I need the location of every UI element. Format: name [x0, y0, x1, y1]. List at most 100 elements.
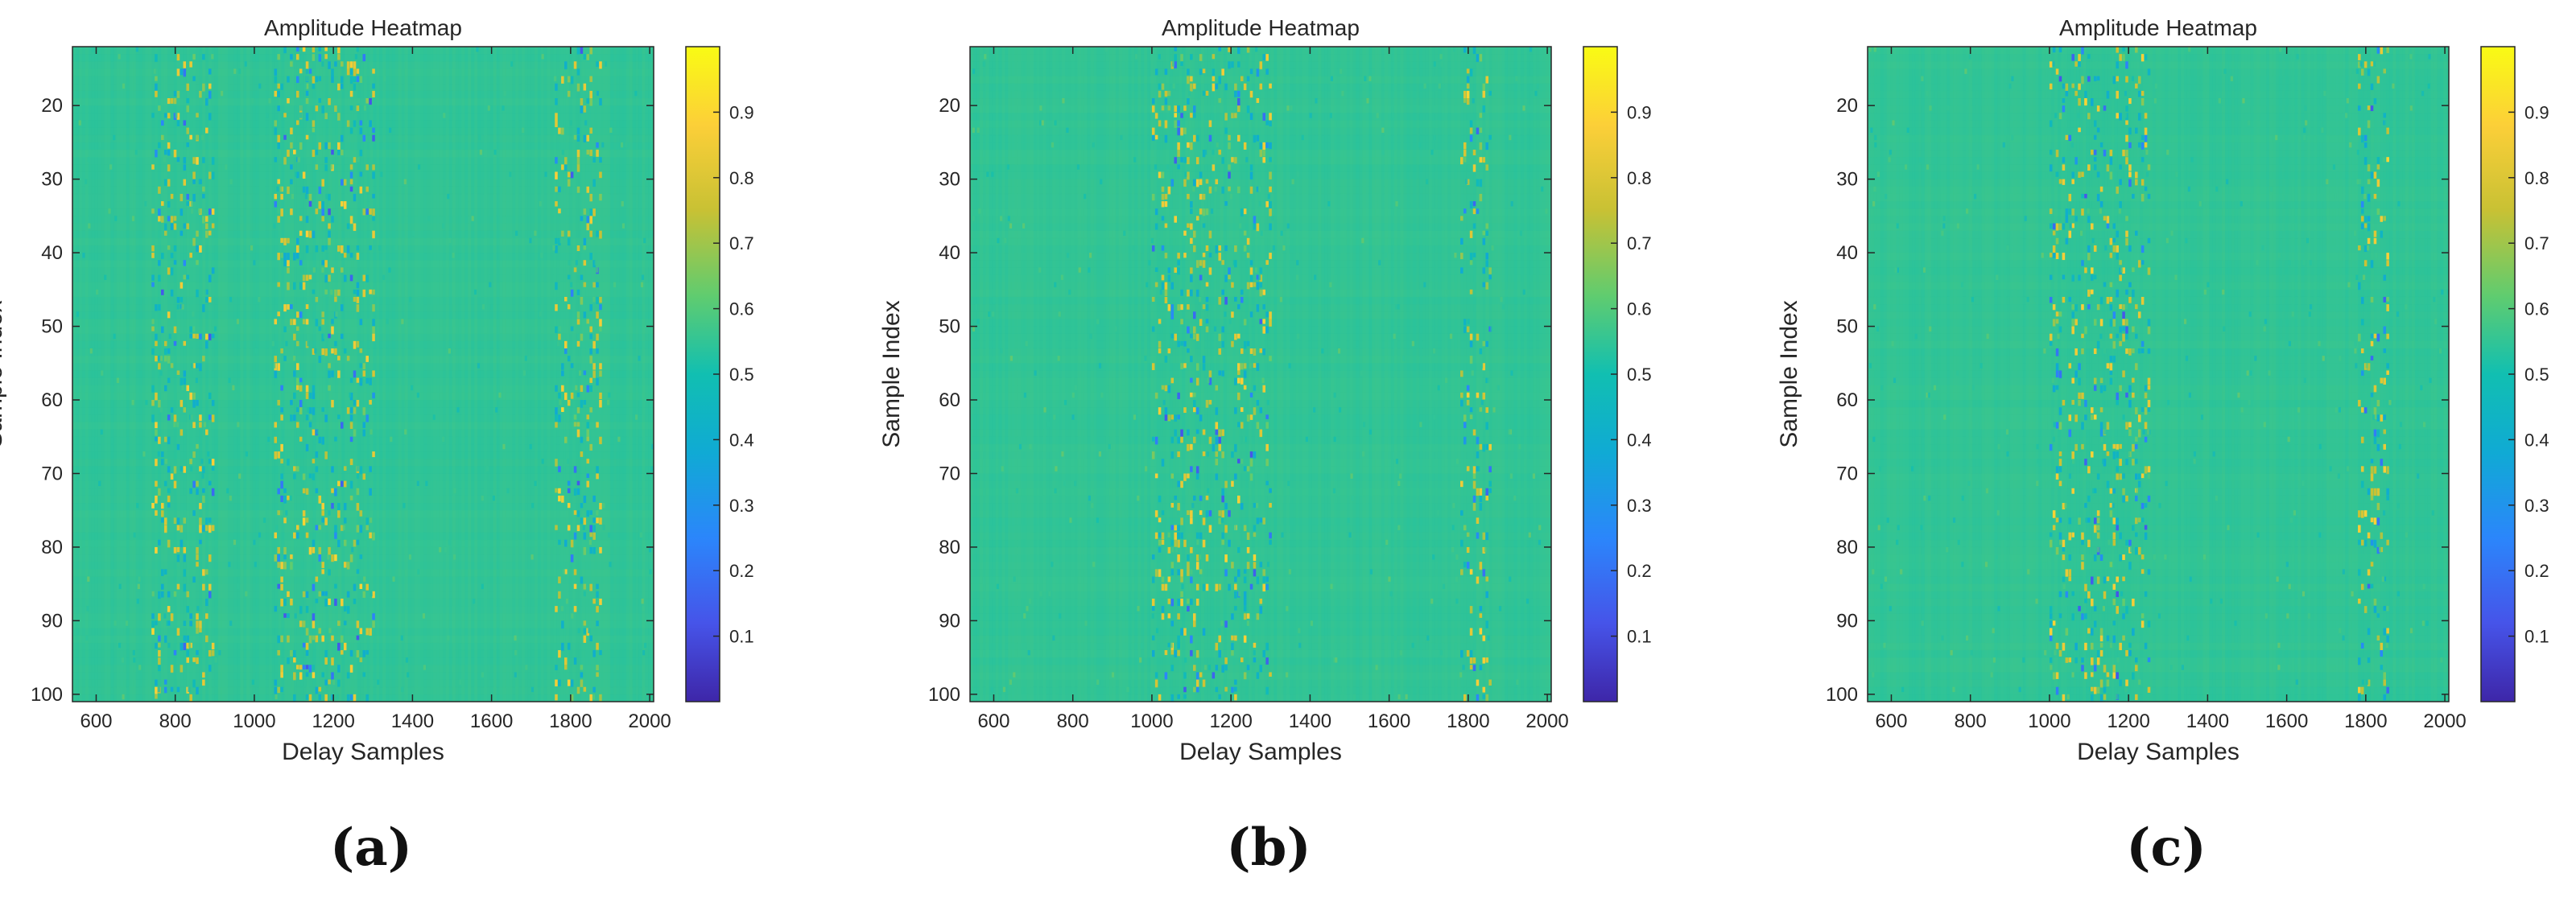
heatmap-cell: [2376, 333, 2380, 342]
heatmap-cell: [192, 333, 196, 339]
heatmap-cell: [2099, 142, 2103, 148]
heatmap-cell: [1878, 466, 1881, 472]
heatmap-cell: [2376, 443, 2380, 451]
heatmap-cell: [2288, 583, 2291, 590]
heatmap-cell: [2370, 459, 2374, 463]
heatmap-row: [1868, 510, 2449, 518]
heatmap-cell: [1453, 47, 1456, 52]
heatmap-cell: [2373, 193, 2377, 200]
heatmap-cell: [258, 532, 262, 538]
heatmap-band: [1280, 47, 1284, 702]
heatmap-cell: [1522, 105, 1525, 111]
heatmap-band: [1049, 47, 1053, 702]
heatmap-cell: [155, 333, 158, 340]
heatmap-cell: [1221, 495, 1224, 503]
heatmap-cell: [192, 171, 196, 179]
heatmap-cell: [567, 76, 571, 83]
heatmap-cell: [2107, 539, 2111, 546]
heatmap-band: [126, 47, 130, 702]
heatmap-cell: [1167, 414, 1171, 422]
colorbar-tick-label: 0.7: [1627, 233, 1652, 253]
heatmap-cell: [1479, 157, 1483, 163]
heatmap-cell: [1212, 68, 1216, 77]
heatmap-cell: [365, 414, 369, 422]
heatmap-cell: [287, 150, 290, 157]
heatmap-cell: [1174, 532, 1177, 541]
heatmap-cell: [205, 296, 208, 303]
heatmap-band: [161, 47, 165, 702]
heatmap-row: [72, 583, 654, 592]
heatmap-cell: [287, 253, 290, 261]
heatmap-cell: [1479, 488, 1483, 496]
heatmap-band: [2038, 47, 2042, 702]
heatmap-cell: [2081, 562, 2084, 570]
heatmap-cell: [459, 679, 462, 685]
heatmap-cell: [151, 503, 155, 509]
heatmap-cell: [290, 61, 293, 67]
heatmap-cell: [1472, 253, 1476, 257]
heatmap-cell: [2106, 672, 2110, 678]
heatmap-cell: [2140, 98, 2145, 106]
heatmap-cell: [380, 171, 383, 177]
heatmap-cell: [403, 179, 407, 185]
heatmap-cell: [205, 340, 208, 349]
heatmap-band: [1096, 47, 1100, 702]
heatmap-cell: [1399, 473, 1402, 479]
heatmap-cell: [555, 488, 558, 493]
heatmap-cell: [2142, 429, 2145, 435]
heatmap-cell: [2373, 237, 2377, 245]
heatmap-cell: [1241, 459, 1244, 464]
heatmap-cell: [308, 274, 312, 280]
heatmap-cell: [356, 296, 360, 303]
heatmap-cell: [155, 90, 158, 97]
heatmap-cell: [2074, 348, 2078, 356]
heatmap-cell: [1183, 694, 1187, 699]
heatmap-cell: [570, 326, 574, 332]
heatmap-cell: [1205, 495, 1209, 500]
heatmap-cell: [189, 613, 192, 620]
heatmap-cell: [2187, 186, 2190, 192]
heatmap-cell: [2116, 113, 2119, 119]
heatmap-cell: [1488, 274, 1492, 280]
heatmap-cell: [349, 694, 353, 701]
heatmap-band: [1447, 47, 1451, 702]
heatmap-band: [1365, 47, 1369, 702]
heatmap-cell: [1151, 606, 1155, 612]
heatmap-cell: [592, 282, 596, 288]
heatmap-band: [2133, 47, 2137, 702]
heatmap-cell: [1167, 546, 1171, 554]
heatmap-cell: [167, 436, 171, 445]
heatmap-cell: [203, 422, 207, 427]
heatmap-cell: [2062, 98, 2066, 103]
heatmap-band: [2256, 47, 2260, 702]
heatmap-cell: [586, 473, 590, 478]
heatmap-cell: [2084, 642, 2087, 651]
heatmap-cell: [1891, 340, 1894, 347]
heatmap-cell: [2370, 488, 2374, 496]
heatmap-cell: [2058, 480, 2062, 487]
heatmap-cell: [580, 105, 584, 113]
heatmap-cell: [167, 150, 171, 156]
heatmap-cell: [580, 400, 584, 408]
heatmap-band: [2168, 47, 2172, 702]
heatmap-cell: [558, 649, 561, 658]
heatmap-cell: [2370, 473, 2374, 482]
heatmap-cell: [1151, 635, 1155, 640]
heatmap-band: [2155, 47, 2159, 702]
heatmap-row: [72, 237, 654, 246]
heatmap-cell: [369, 208, 372, 215]
heatmap-cell: [1193, 113, 1196, 118]
heatmap-cell: [186, 642, 189, 649]
heatmap-cell: [312, 267, 316, 273]
heatmap-cell: [242, 517, 246, 523]
heatmap-cell: [576, 127, 580, 135]
heatmap-cell: [1341, 686, 1345, 693]
heatmap-cell: [2078, 400, 2081, 406]
heatmap-cell: [1231, 282, 1234, 288]
heatmap-band: [246, 47, 250, 702]
colorbar-tick-label: 0.7: [729, 233, 754, 253]
heatmap-band: [417, 47, 421, 702]
heatmap-cell: [1260, 230, 1263, 237]
heatmap-cell: [1221, 370, 1224, 377]
heatmap-cell: [409, 296, 412, 303]
